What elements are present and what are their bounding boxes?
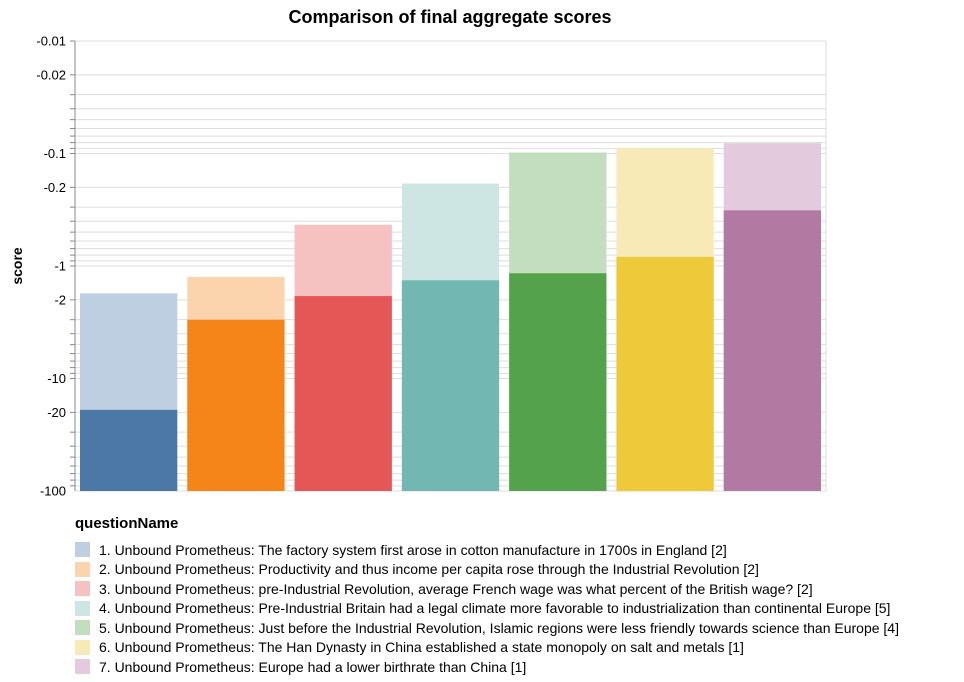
bar-2 [187, 319, 285, 491]
y-tick-label: -0.1 [44, 146, 66, 161]
bar-1 [80, 409, 178, 491]
legend-item: 1. Unbound Prometheus: The factory syste… [75, 540, 899, 560]
legend-item: 4. Unbound Prometheus: Pre-Industrial Br… [75, 599, 899, 619]
y-axis: -0.01 -0.02 -0.1 -0.2 -1 -2 -10 -20 -100 [36, 34, 76, 499]
legend-label: 2. Unbound Prometheus: Productivity and … [99, 561, 759, 578]
y-tick-label: -0.2 [44, 180, 66, 195]
bars-group [80, 143, 821, 491]
legend-label: 6. Unbound Prometheus: The Han Dynasty i… [99, 639, 744, 656]
legend-label: 7. Unbound Prometheus: Europe had a lowe… [99, 658, 527, 675]
legend-swatch [75, 639, 90, 655]
legend-item: 3. Unbound Prometheus: pre-Industrial Re… [75, 579, 899, 599]
legend-swatch [75, 561, 90, 577]
legend-label: 4. Unbound Prometheus: Pre-Industrial Br… [99, 600, 891, 617]
legend-item: 2. Unbound Prometheus: Productivity and … [75, 560, 899, 580]
bar-5 [509, 273, 607, 491]
legend-label: 1. Unbound Prometheus: The factory syste… [99, 541, 727, 558]
bar-3 [294, 296, 392, 491]
y-tick-label: -20 [47, 405, 66, 420]
legend-swatch [75, 620, 90, 636]
y-tick-label: -100 [40, 484, 66, 499]
y-tick-label: -10 [47, 371, 66, 386]
legend-items: 1. Unbound Prometheus: The factory syste… [75, 540, 899, 677]
legend: questionName 1. Unbound Prometheus: The … [75, 515, 899, 677]
y-tick-label: -1 [54, 259, 66, 274]
y-tick-label: -0.01 [36, 34, 66, 49]
legend-swatch [75, 581, 90, 597]
legend-item: 5. Unbound Prometheus: Just before the I… [75, 618, 899, 638]
bar-7 [723, 210, 821, 491]
y-tick-label: -2 [54, 292, 66, 307]
legend-label: 5. Unbound Prometheus: Just before the I… [99, 619, 899, 636]
score-bar-chart: Comparison of final aggregate scores -0.… [9, 7, 827, 499]
y-axis-label: score [9, 247, 25, 285]
legend-item: 6. Unbound Prometheus: The Han Dynasty i… [75, 638, 899, 658]
chart-title: Comparison of final aggregate scores [288, 7, 611, 27]
y-tick-label: -0.02 [36, 67, 66, 82]
legend-swatch [75, 659, 90, 675]
legend-title: questionName [75, 515, 179, 532]
legend-item: 7. Unbound Prometheus: Europe had a lowe… [75, 657, 899, 677]
legend-swatch [75, 542, 90, 558]
bar-6 [616, 256, 714, 491]
bar-4 [401, 280, 500, 491]
legend-swatch [75, 600, 90, 616]
legend-label: 3. Unbound Prometheus: pre-Industrial Re… [99, 580, 813, 597]
